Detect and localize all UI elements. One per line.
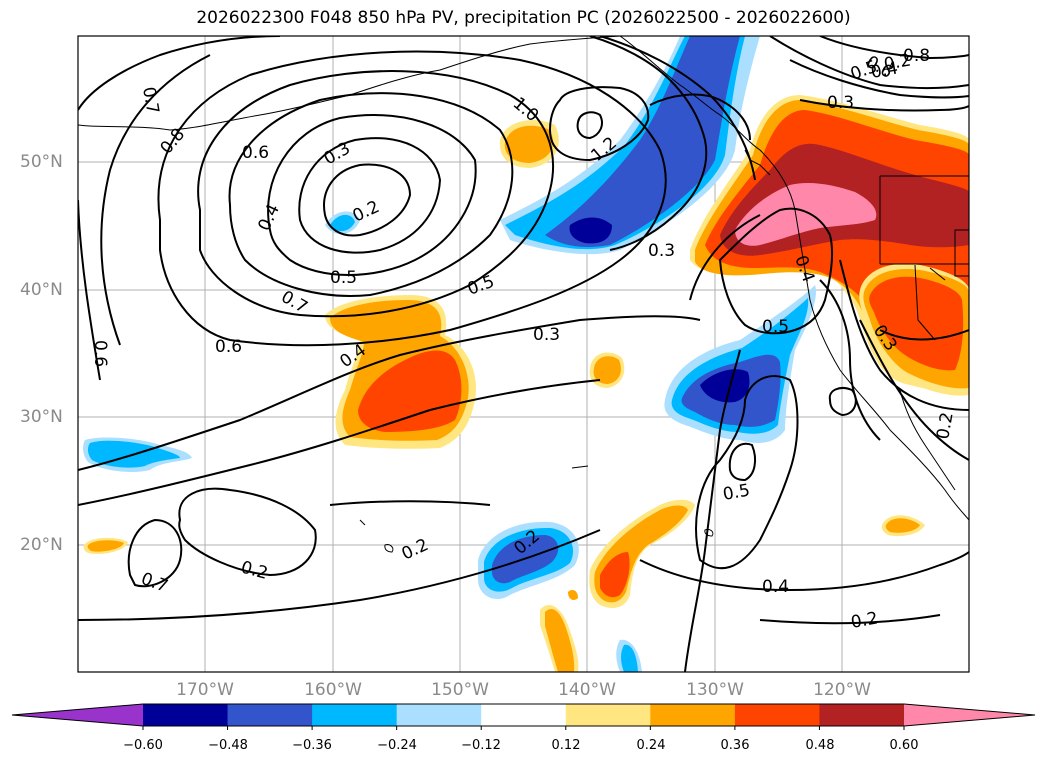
contour-label: 0.3 — [533, 325, 560, 345]
colorbar-segment — [819, 704, 905, 726]
longitude-label: 160°W — [304, 680, 362, 700]
colorbar-tick-label: 0.60 — [889, 738, 919, 753]
colorbar-tick-label: 0.48 — [805, 738, 835, 753]
contour-label: 0.2 — [849, 609, 879, 633]
contour-label: 0.3 — [321, 138, 354, 169]
contour-label: 0.2 — [933, 411, 957, 441]
contour-label: 0.6 — [215, 337, 242, 357]
colorbar-segment — [396, 704, 482, 726]
contour-label: 0.4 — [254, 201, 284, 234]
pv-contours — [78, 36, 969, 672]
colorbar-segment — [143, 704, 229, 726]
contour-label: 0.8 — [157, 125, 190, 159]
contour-label: 0.4 — [869, 59, 899, 83]
contour-label: 0.6 — [90, 340, 110, 367]
contour-label: 0.2 — [399, 535, 432, 565]
contour-label: 0.2 — [882, 51, 912, 75]
contour-label: 0.7 — [138, 85, 162, 115]
map-title: 2026022300 F048 850 hPa PV, precipitatio… — [196, 8, 851, 28]
colorbar-extend-low — [12, 704, 143, 726]
contour-label: 0.4 — [762, 577, 789, 597]
contour-label: 0.7 — [138, 569, 170, 597]
colorbar-tick-label: 0.24 — [636, 738, 666, 753]
colorbar-tick-label: 0.12 — [551, 738, 581, 753]
latitude-label: 50°N — [20, 152, 63, 172]
contour-label: 0.6 — [242, 143, 269, 163]
colorbar-segment — [481, 704, 567, 726]
colorbar-tick-label: −0.60 — [123, 738, 163, 753]
latitude-label: 20°N — [20, 535, 63, 555]
contour-label: 0.5 — [762, 317, 789, 337]
longitude-label: 130°W — [686, 680, 744, 700]
colorbar-tick-label: −0.36 — [292, 738, 332, 753]
colorbar-segment — [227, 704, 313, 726]
colorbar-segment — [312, 704, 398, 726]
colorbar-tick-label: −0.12 — [461, 738, 501, 753]
longitude-label: 140°W — [558, 680, 616, 700]
colorbar-segment — [650, 704, 736, 726]
longitude-label: 150°W — [431, 680, 489, 700]
colorbar-segment — [565, 704, 651, 726]
colorbar-tick-label: −0.48 — [208, 738, 248, 753]
latitude-label: 30°N — [20, 407, 63, 427]
contour-label: 0.5 — [330, 268, 357, 288]
precip-fill-negative — [83, 36, 816, 672]
longitude-label: 120°W — [813, 680, 871, 700]
contour-label: 0.5 — [465, 272, 497, 300]
colorbar — [11, 703, 1036, 730]
contour-label: 0.2 — [239, 558, 270, 584]
contour-label: 0.5 — [721, 481, 751, 505]
contour-label: 0.8 — [903, 46, 930, 66]
map-frame — [77, 35, 970, 673]
colorbar-extend-high — [904, 704, 1035, 726]
longitude-label: 170°W — [176, 680, 234, 700]
contour-label: 0.3 — [827, 93, 854, 113]
colorbar-tick-label: −0.24 — [377, 738, 417, 753]
colorbar-segment — [734, 704, 820, 726]
contour-label: 0.3 — [648, 241, 675, 261]
latitude-label: 40°N — [20, 280, 63, 300]
colorbar-tick-label: 0.36 — [720, 738, 750, 753]
